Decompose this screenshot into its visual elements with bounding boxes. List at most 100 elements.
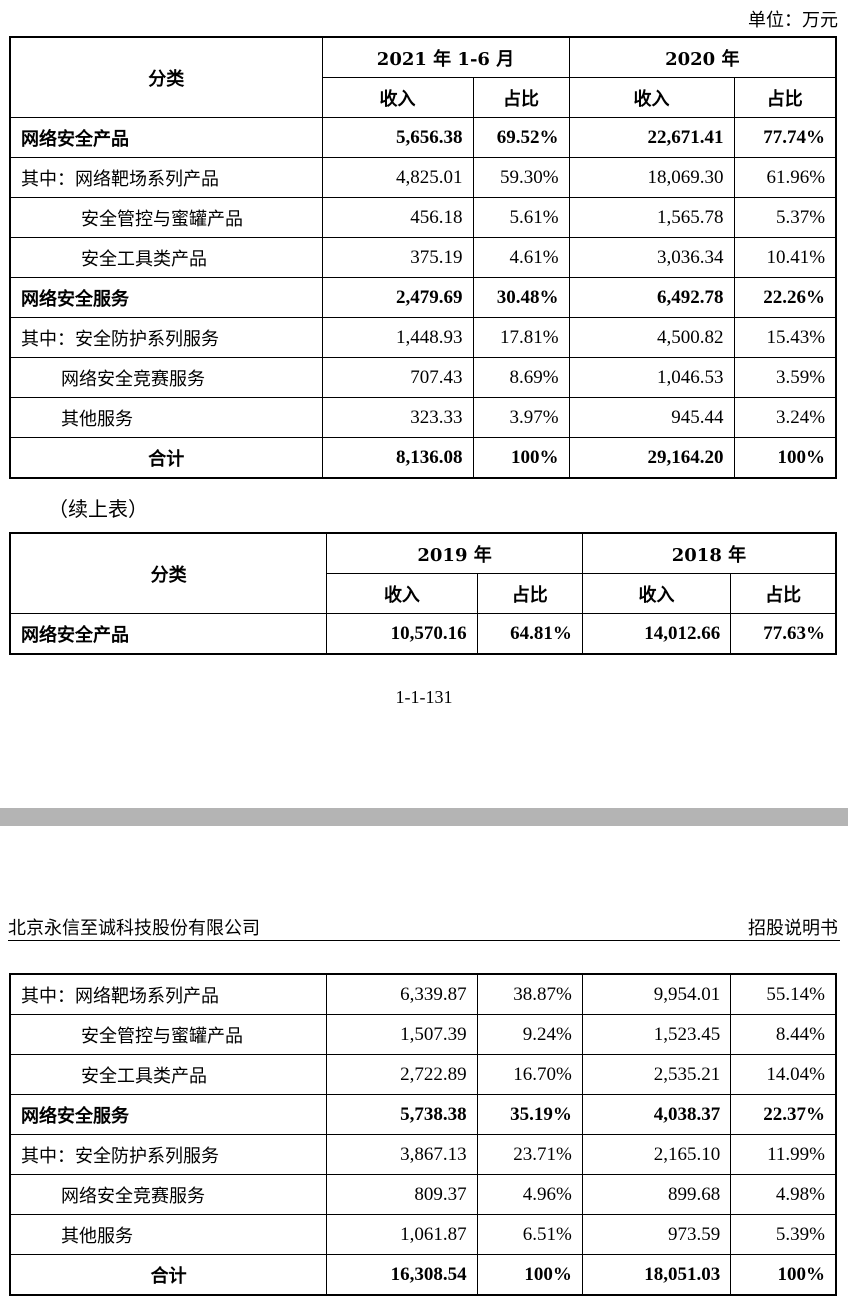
cell-value: 22.26% [733,277,837,318]
cell-value: 18,069.30 [568,157,735,198]
cell-value: 6.51% [476,1214,583,1255]
cell-value: 4.96% [476,1174,583,1215]
header-divider [8,940,840,941]
cell-value: 8.44% [730,1014,837,1055]
row-label: 网络安全服务 [9,1094,328,1135]
cell-value: 5,738.38 [326,1094,478,1135]
cell-value: 1,061.87 [326,1214,478,1255]
company-name: 北京永信至诚科技股份有限公司 [8,918,260,939]
cell-value: 809.37 [326,1174,478,1215]
cell-value: 18,051.03 [581,1254,732,1296]
row-label: 其中：网络靶场系列产品 [9,973,328,1015]
category-header: 分类 [9,532,328,614]
table-row: 安全工具类产品 2,722.89 16.70% 2,535.21 14.04% [9,1054,837,1095]
row-label: 安全管控与蜜罐产品 [9,197,323,238]
page-number: 1-1-131 [395,687,453,707]
cell-value: 6,339.87 [326,973,478,1015]
row-label: 安全工具类产品 [9,237,323,278]
row-label: 网络安全产品 [9,117,323,158]
cell-value: 323.33 [321,397,474,438]
cell-value: 1,507.39 [326,1014,478,1055]
revenue-header: 收入 [581,573,732,614]
cell-value: 22,671.41 [568,117,735,158]
cell-value: 8,136.08 [321,437,474,479]
row-label: 其中：安全防护系列服务 [9,317,323,358]
cell-value: 5.37% [733,197,837,238]
cell-value: 1,046.53 [568,357,735,398]
share-header: 占比 [733,77,837,118]
row-label: 网络安全产品 [9,613,328,655]
cell-value: 375.19 [321,237,474,278]
table-row: 其他服务 1,061.87 6.51% 973.59 5.39% [9,1214,837,1255]
table-row: 其中：网络靶场系列产品 6,339.87 38.87% 9,954.01 55.… [9,973,837,1015]
cell-value: 16,308.54 [326,1254,478,1296]
revenue-table-2021-2020: 分类 2021 年 1-6 月 2020 年 收入 占比 收入 占比 网络安全产… [9,36,838,479]
revenue-table-2019-2018: 分类 2019 年 2018 年 收入 占比 收入 占比 网络安全产品 10,5… [9,532,837,655]
table-row: 网络安全竞赛服务 707.43 8.69% 1,046.53 3.59% [9,357,837,398]
page-separator [0,808,848,826]
cell-value: 1,523.45 [581,1014,732,1055]
cell-value: 38.87% [476,973,583,1015]
cell-value: 973.59 [581,1214,732,1255]
share-header: 占比 [730,573,837,614]
cell-value: 100% [730,1254,837,1296]
table-row: 其他服务 323.33 3.97% 945.44 3.24% [9,397,837,438]
cell-value: 23.71% [476,1134,583,1175]
cell-value: 100% [733,437,837,479]
cell-value: 4.98% [730,1174,837,1215]
row-label: 合计 [9,437,323,479]
cell-value: 14.04% [730,1054,837,1095]
table-row: 安全工具类产品 375.19 4.61% 3,036.34 10.41% [9,237,837,278]
table-row: 网络安全产品 10,570.16 64.81% 14,012.66 77.63% [9,613,837,655]
cell-value: 30.48% [472,277,570,318]
row-label: 其他服务 [9,397,323,438]
table-row: 其中：安全防护系列服务 1,448.93 17.81% 4,500.82 15.… [9,317,837,358]
cell-value: 456.18 [321,197,474,238]
cell-value: 945.44 [568,397,735,438]
cell-value: 15.43% [733,317,837,358]
cell-value: 22.37% [730,1094,837,1135]
cell-value: 14,012.66 [581,613,732,655]
row-label: 安全工具类产品 [9,1054,328,1095]
cell-value: 5,656.38 [321,117,474,158]
cell-value: 10.41% [733,237,837,278]
document-type: 招股说明书 [748,918,838,939]
cell-value: 9,954.01 [581,973,732,1015]
cell-value: 55.14% [730,973,837,1015]
cell-value: 61.96% [733,157,837,198]
table-row: 安全管控与蜜罐产品 1,507.39 9.24% 1,523.45 8.44% [9,1014,837,1055]
cell-value: 10,570.16 [326,613,478,655]
table-row: 安全管控与蜜罐产品 456.18 5.61% 1,565.78 5.37% [9,197,837,238]
cell-value: 2,535.21 [581,1054,732,1095]
cell-value: 16.70% [476,1054,583,1095]
cell-value: 2,165.10 [581,1134,732,1175]
table-row: 网络安全服务 2,479.69 30.48% 6,492.78 22.26% [9,277,837,318]
cell-value: 17.81% [472,317,570,358]
cell-value: 5.61% [472,197,570,238]
cell-value: 100% [476,1254,583,1296]
cell-value: 3,036.34 [568,237,735,278]
cell-value: 2,479.69 [321,277,474,318]
cell-value: 3.24% [733,397,837,438]
share-header: 占比 [472,77,570,118]
table-row: 网络安全竞赛服务 809.37 4.96% 899.68 4.98% [9,1174,837,1215]
row-label: 网络安全服务 [9,277,323,318]
cell-value: 4.61% [472,237,570,278]
cell-value: 77.74% [733,117,837,158]
revenue-header: 收入 [321,77,474,118]
cell-value: 3.97% [472,397,570,438]
row-label: 网络安全竞赛服务 [9,1174,328,1215]
cell-value: 9.24% [476,1014,583,1055]
cell-value: 4,500.82 [568,317,735,358]
cell-value: 3,867.13 [326,1134,478,1175]
continued-label: （续上表） [48,497,148,521]
cell-value: 6,492.78 [568,277,735,318]
total-row: 合计 8,136.08 100% 29,164.20 100% [9,437,837,479]
share-header: 占比 [476,573,583,614]
cell-value: 11.99% [730,1134,837,1175]
period-header: 2019 年 [326,532,583,574]
table-row: 其中：网络靶场系列产品 4,825.01 59.30% 18,069.30 61… [9,157,837,198]
cell-value: 77.63% [730,613,837,655]
row-label: 安全管控与蜜罐产品 [9,1014,328,1055]
cell-value: 5.39% [730,1214,837,1255]
